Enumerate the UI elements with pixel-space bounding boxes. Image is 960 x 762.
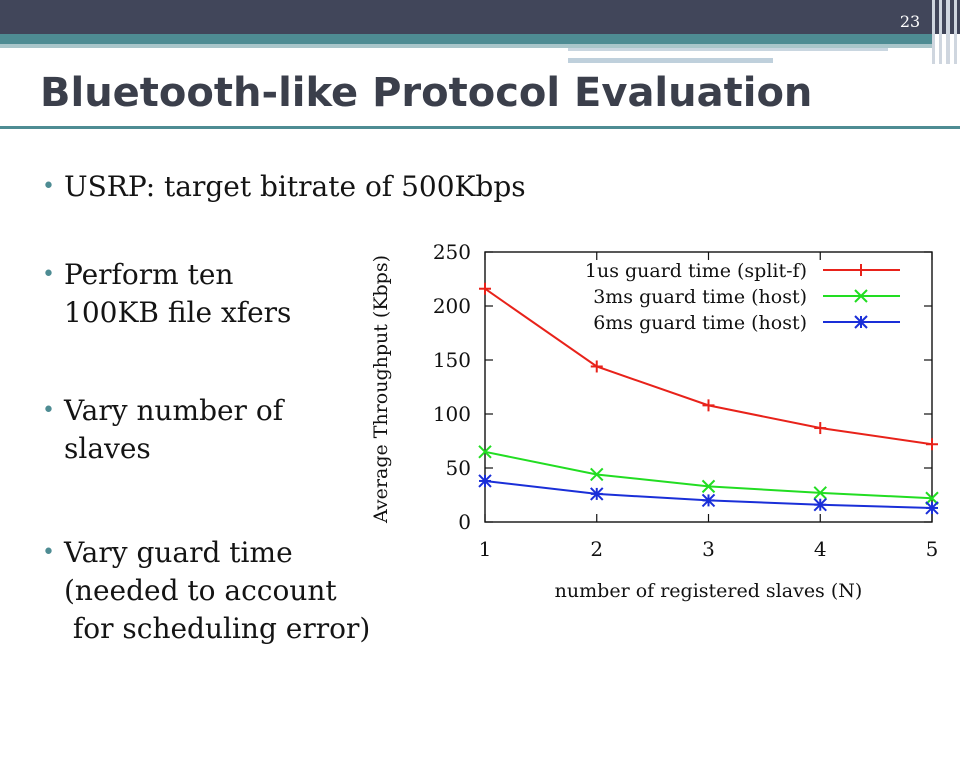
- data-point: [925, 501, 939, 515]
- bullet-marker: •: [42, 262, 55, 287]
- corner-stripes: [930, 0, 960, 64]
- bullet-line: Perform ten: [64, 258, 234, 291]
- bullet-item: • Vary number of slaves: [42, 392, 283, 582]
- throughput-chart: 0 50 100 150 200 250 1 2 3 4 5 number of registered…: [370, 240, 939, 602]
- bullet-line: (needed to account: [64, 574, 337, 607]
- data-point: [590, 487, 604, 501]
- data-point: [478, 445, 492, 459]
- x-tick-label: 2: [590, 537, 603, 561]
- bullet-line: 100KB file xfers: [64, 296, 292, 329]
- data-point: [478, 474, 492, 488]
- header-band-light: [0, 44, 935, 48]
- y-tick-label: 0: [458, 510, 471, 534]
- header-band: [0, 34, 935, 44]
- legend-label: 3ms guard time (host): [593, 286, 807, 308]
- header-accent-line: [568, 58, 773, 63]
- data-point: [813, 498, 827, 512]
- y-tick-label: 250: [433, 240, 471, 264]
- bullet-item: • Vary guard time (needed to account for…: [42, 534, 370, 762]
- data-point: [813, 486, 827, 500]
- y-axis-label: Average Throughput (Kbps): [370, 255, 392, 524]
- bullet-line: Vary guard time: [64, 536, 293, 569]
- legend-label: 1us guard time (split-f): [585, 260, 807, 282]
- x-tick-label: 4: [814, 537, 827, 561]
- bullet-line: slaves: [64, 432, 151, 465]
- bullet-line: for scheduling error): [64, 612, 371, 645]
- bullet-marker: •: [42, 540, 55, 565]
- data-point: [925, 491, 939, 505]
- x-tick-label: 1: [479, 537, 492, 561]
- y-tick-label: 50: [446, 456, 471, 480]
- bullet-line: USRP: target bitrate of 500Kbps: [64, 170, 526, 203]
- series-line: [484, 450, 933, 500]
- bullet-item: • Perform ten 100KB file xfers: [42, 256, 291, 446]
- y-tick-label: 100: [433, 402, 471, 426]
- legend-label: 6ms guard time (host): [593, 312, 807, 334]
- x-tick-label: 5: [926, 537, 939, 561]
- data-point: [701, 493, 716, 508]
- bullet-marker: •: [42, 174, 55, 199]
- legend-marker: [854, 289, 868, 303]
- x-tick-label: 3: [702, 537, 715, 561]
- bullet-line: Vary number of: [64, 394, 284, 427]
- data-point: [701, 479, 716, 494]
- data-point: [590, 467, 604, 482]
- header-accent-line: [568, 48, 888, 51]
- bullet-marker: •: [42, 398, 55, 423]
- legend-marker: [854, 315, 868, 329]
- y-tick-label: 150: [433, 348, 471, 372]
- y-tick-label: 200: [433, 294, 471, 318]
- header-bar: [0, 0, 960, 34]
- slide-title: Bluetooth-like Protocol Evaluation: [40, 70, 813, 116]
- x-axis-label: number of registered slaves (N): [555, 580, 863, 602]
- bullet-item: • USRP: target bitrate of 500Kbps: [42, 168, 526, 320]
- page-number: 23: [899, 12, 921, 31]
- title-divider: [0, 126, 960, 129]
